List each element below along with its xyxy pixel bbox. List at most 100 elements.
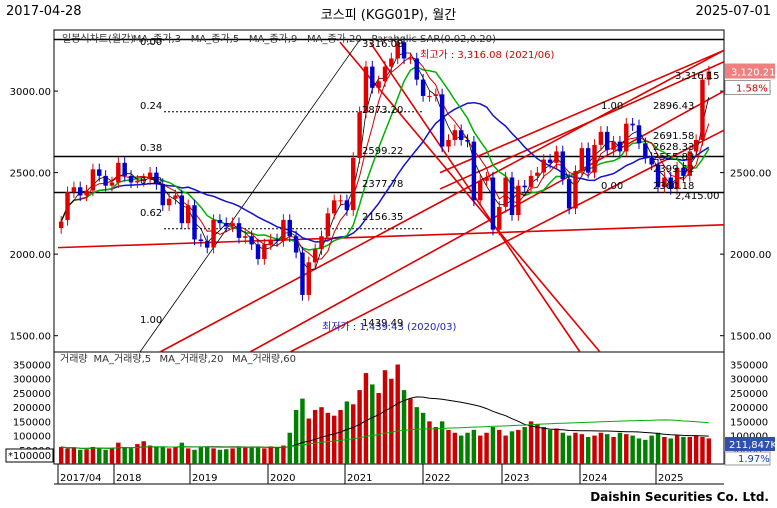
- candle-body: [395, 42, 400, 59]
- vol-tick-label-right: 300000: [730, 375, 768, 386]
- fib-diagonal: [139, 39, 361, 353]
- candle-body: [116, 162, 121, 183]
- volume-bar: [636, 438, 642, 464]
- volume-bar: [325, 412, 331, 464]
- candle-body: [135, 180, 140, 183]
- candle-body: [579, 148, 585, 171]
- volume-bar: [255, 447, 261, 464]
- volume-bar: [560, 432, 566, 464]
- candle-body: [249, 236, 254, 245]
- fib-label: 1.00: [140, 315, 162, 326]
- volume-bar: [154, 446, 159, 464]
- trendline: [339, 41, 601, 353]
- level-label-right: 2691.58: [653, 131, 694, 142]
- volume-bar: [78, 449, 83, 464]
- candle-body: [230, 223, 235, 227]
- candle-body: [433, 94, 439, 96]
- x-tick-label: 2018: [116, 473, 141, 484]
- volume-bar: [344, 401, 350, 464]
- volume-bar: [179, 442, 185, 464]
- volume-bar: [408, 398, 413, 464]
- volume-legend-item: 거래량: [60, 353, 88, 365]
- candle-body: [662, 177, 667, 188]
- candle-body: [706, 71, 712, 80]
- candle-body: [401, 42, 407, 59]
- volume-bar: [230, 448, 235, 464]
- candle-body: [109, 182, 115, 186]
- volume-bar: [706, 438, 712, 464]
- candle-body: [287, 219, 292, 237]
- volume-bar: [662, 437, 667, 464]
- trendline: [57, 224, 725, 249]
- candle-body: [465, 140, 470, 142]
- candle-body: [573, 170, 578, 209]
- level-label: 2599.22: [362, 146, 403, 157]
- volume-bar: [376, 392, 381, 464]
- volume-bar: [649, 435, 654, 464]
- candle-body: [166, 198, 172, 206]
- candle-body: [693, 140, 699, 152]
- volume-bar: [243, 446, 248, 464]
- vol-tick-label-right: 350000: [730, 361, 768, 372]
- x-tick-label: 2022: [425, 473, 450, 484]
- volume-bar: [90, 446, 96, 464]
- volume-bar: [554, 428, 559, 464]
- volume-bar: [497, 429, 502, 464]
- volume-bar: [452, 432, 458, 464]
- candle-body: [319, 236, 324, 250]
- volume-change-value: 1.97%: [738, 454, 770, 465]
- candle-body: [643, 143, 648, 158]
- candle-body: [636, 125, 642, 144]
- candle-body: [363, 66, 369, 113]
- candle-body: [509, 177, 515, 216]
- volume-bar: [287, 432, 292, 464]
- level-label-right: 2,415.00: [675, 191, 720, 202]
- volume-bar: [566, 435, 572, 464]
- volume-bar: [389, 378, 394, 464]
- volume-bar: [312, 410, 318, 464]
- volume-bar: [382, 370, 388, 464]
- candle-body: [420, 79, 426, 96]
- volume-bar: [173, 446, 178, 464]
- volume-bars: [58, 364, 712, 464]
- candle-body: [414, 58, 419, 80]
- volume-bar: [611, 437, 616, 464]
- candle-body: [522, 185, 527, 188]
- candle-body: [668, 177, 673, 189]
- fib-label: 0.62: [140, 208, 162, 219]
- y-tick-label-right: 2000.00: [730, 250, 771, 261]
- y-tick-label-left: 3000.00: [10, 87, 51, 98]
- candle-body: [554, 151, 559, 163]
- volume-bar: [274, 446, 280, 464]
- last-price-tag: [725, 63, 775, 79]
- fib-label-right: 0.00: [601, 181, 623, 192]
- chart-title: 코스피 (KGG01P), 월간: [320, 8, 457, 23]
- candle-body: [293, 236, 299, 253]
- volume-bar: [541, 427, 546, 464]
- candle-body: [630, 123, 635, 126]
- candle-body: [268, 239, 273, 245]
- candle-body: [331, 200, 337, 214]
- volume-bar: [681, 437, 686, 464]
- candle-body: [585, 148, 591, 173]
- last-volume-value: 211,847K: [729, 440, 777, 451]
- volume-bar: [128, 448, 134, 464]
- x-tick-label: 2020: [270, 473, 295, 484]
- volume-bar: [535, 424, 540, 464]
- candle-body: [344, 200, 350, 211]
- volume-bar: [97, 447, 102, 464]
- volume-bar: [58, 446, 64, 464]
- candle-body: [338, 200, 343, 202]
- candle-body: [541, 159, 546, 173]
- volume-bar: [217, 449, 223, 464]
- candle-body: [274, 239, 280, 242]
- candle-body: [71, 187, 77, 193]
- candle-body: [617, 141, 623, 152]
- candle-body: [185, 205, 191, 224]
- chart-labels: 1500.00 1500.00 2000.00 2000.00 2500.00 2500.…: [5, 33, 777, 484]
- candle-body: [560, 151, 566, 180]
- vol-tick-label-right: 200000: [730, 403, 768, 414]
- y-tick-label-left: 1500.00: [10, 332, 51, 343]
- volume-bar: [135, 444, 140, 464]
